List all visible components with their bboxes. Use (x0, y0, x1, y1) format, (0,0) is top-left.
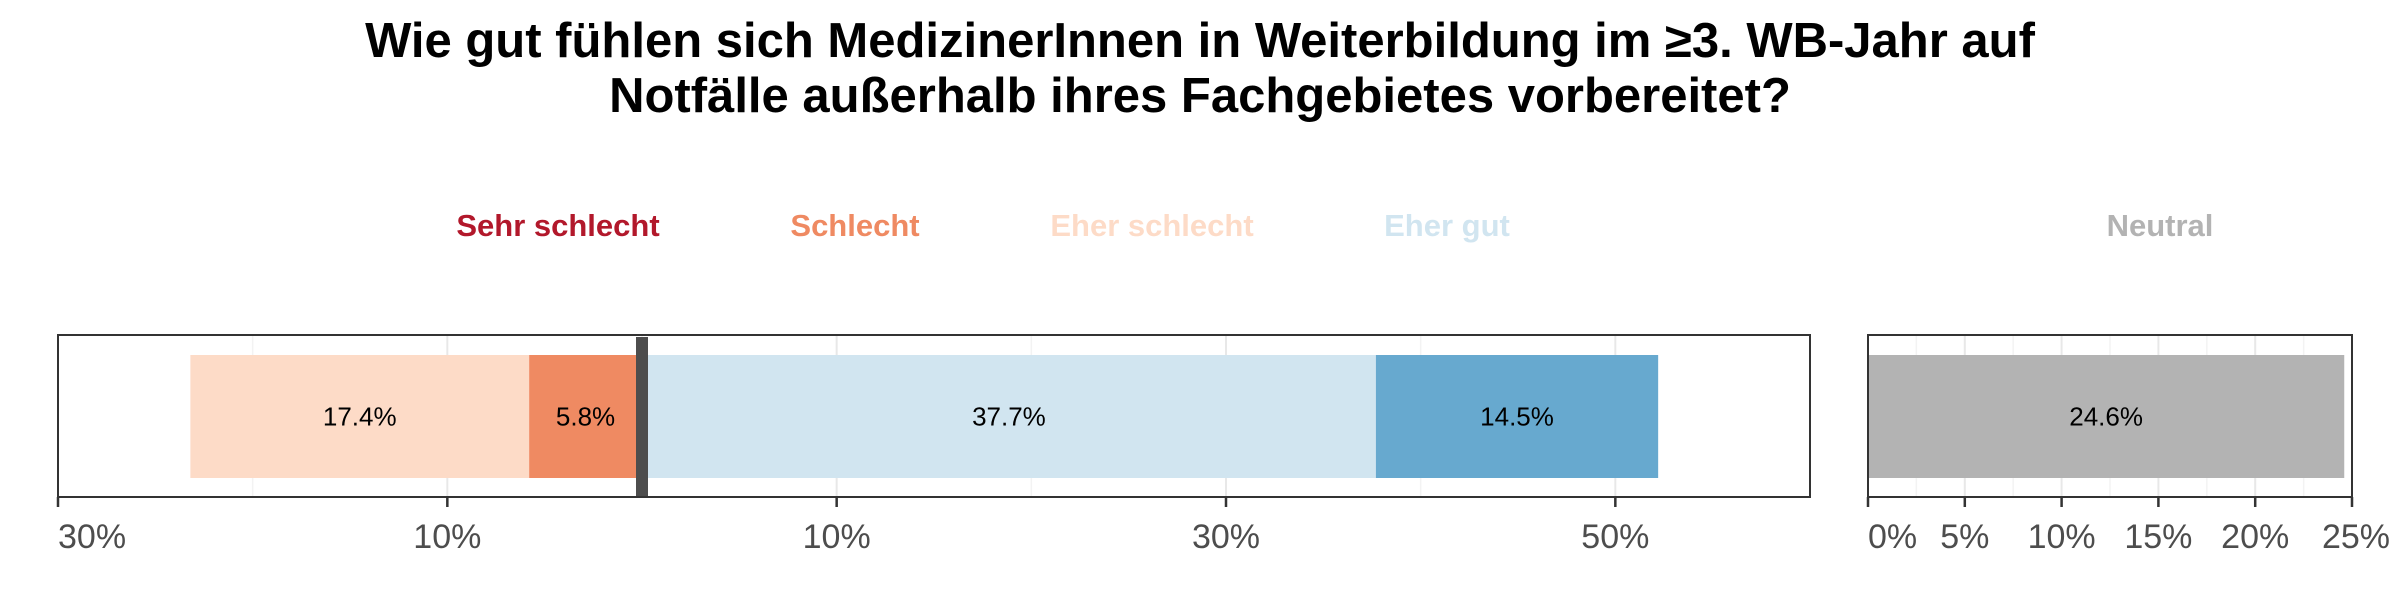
x-tick-label: 30% (58, 518, 126, 556)
x-tick-label: 50% (1581, 518, 1649, 556)
bar-segment-label: 17.4% (323, 402, 397, 432)
diverging-panel: 5.8% 17.4% 37.7% 14.5% 30% 10% 10% 30% 50% (56, 334, 1811, 556)
x-tick-label: 25% (2322, 518, 2390, 556)
bar-segment-label: 14.5% (1480, 402, 1554, 432)
bar-segment (642, 355, 1376, 478)
chart-title-line-2: Notfälle außerhalb ihres Fachgebietes vo… (609, 69, 1791, 123)
legend-item-sehr-schlecht: Sehr schlecht (456, 208, 659, 243)
chart-title-line-1: Wie gut fühlen sich MedizinerInnen in We… (365, 14, 2036, 68)
x-tick-label: 10% (413, 518, 481, 556)
legend-item-neutral: Neutral (2107, 208, 2214, 243)
panel-border (1867, 334, 2353, 498)
legend-item-eher-gut: Eher gut (1384, 208, 1510, 243)
legend: Sehr schlecht Schlecht Eher schlecht Eher g… (456, 208, 2213, 243)
neutral-bar-label: 24.6% (2069, 402, 2143, 432)
x-tick-label: 10% (2028, 518, 2096, 556)
bar-segment-label: 37.7% (972, 402, 1046, 432)
bar-segment (1375, 355, 1659, 478)
x-tick-label: 30% (1192, 518, 1260, 556)
legend-item-schlecht: Schlecht (790, 208, 919, 243)
x-tick-label: 20% (2221, 518, 2289, 556)
legend-item-eher-schlecht: Eher schlecht (1050, 208, 1253, 243)
zero-line (636, 337, 648, 496)
neutral-bar (1868, 355, 2345, 478)
neutral-panel: 24.6% 0% 5% 10% 15% 20% 25% (1866, 334, 2390, 556)
panel-border (57, 334, 1811, 498)
x-tick-label: 10% (803, 518, 871, 556)
x-tick-label: 15% (2124, 518, 2192, 556)
bar-segment-label: 5.8% (556, 402, 615, 432)
bar-segment (190, 355, 530, 478)
x-tick-label: 0% (1868, 518, 1917, 556)
x-tick-label: 5% (1940, 518, 1989, 556)
bar-segment (529, 355, 642, 478)
